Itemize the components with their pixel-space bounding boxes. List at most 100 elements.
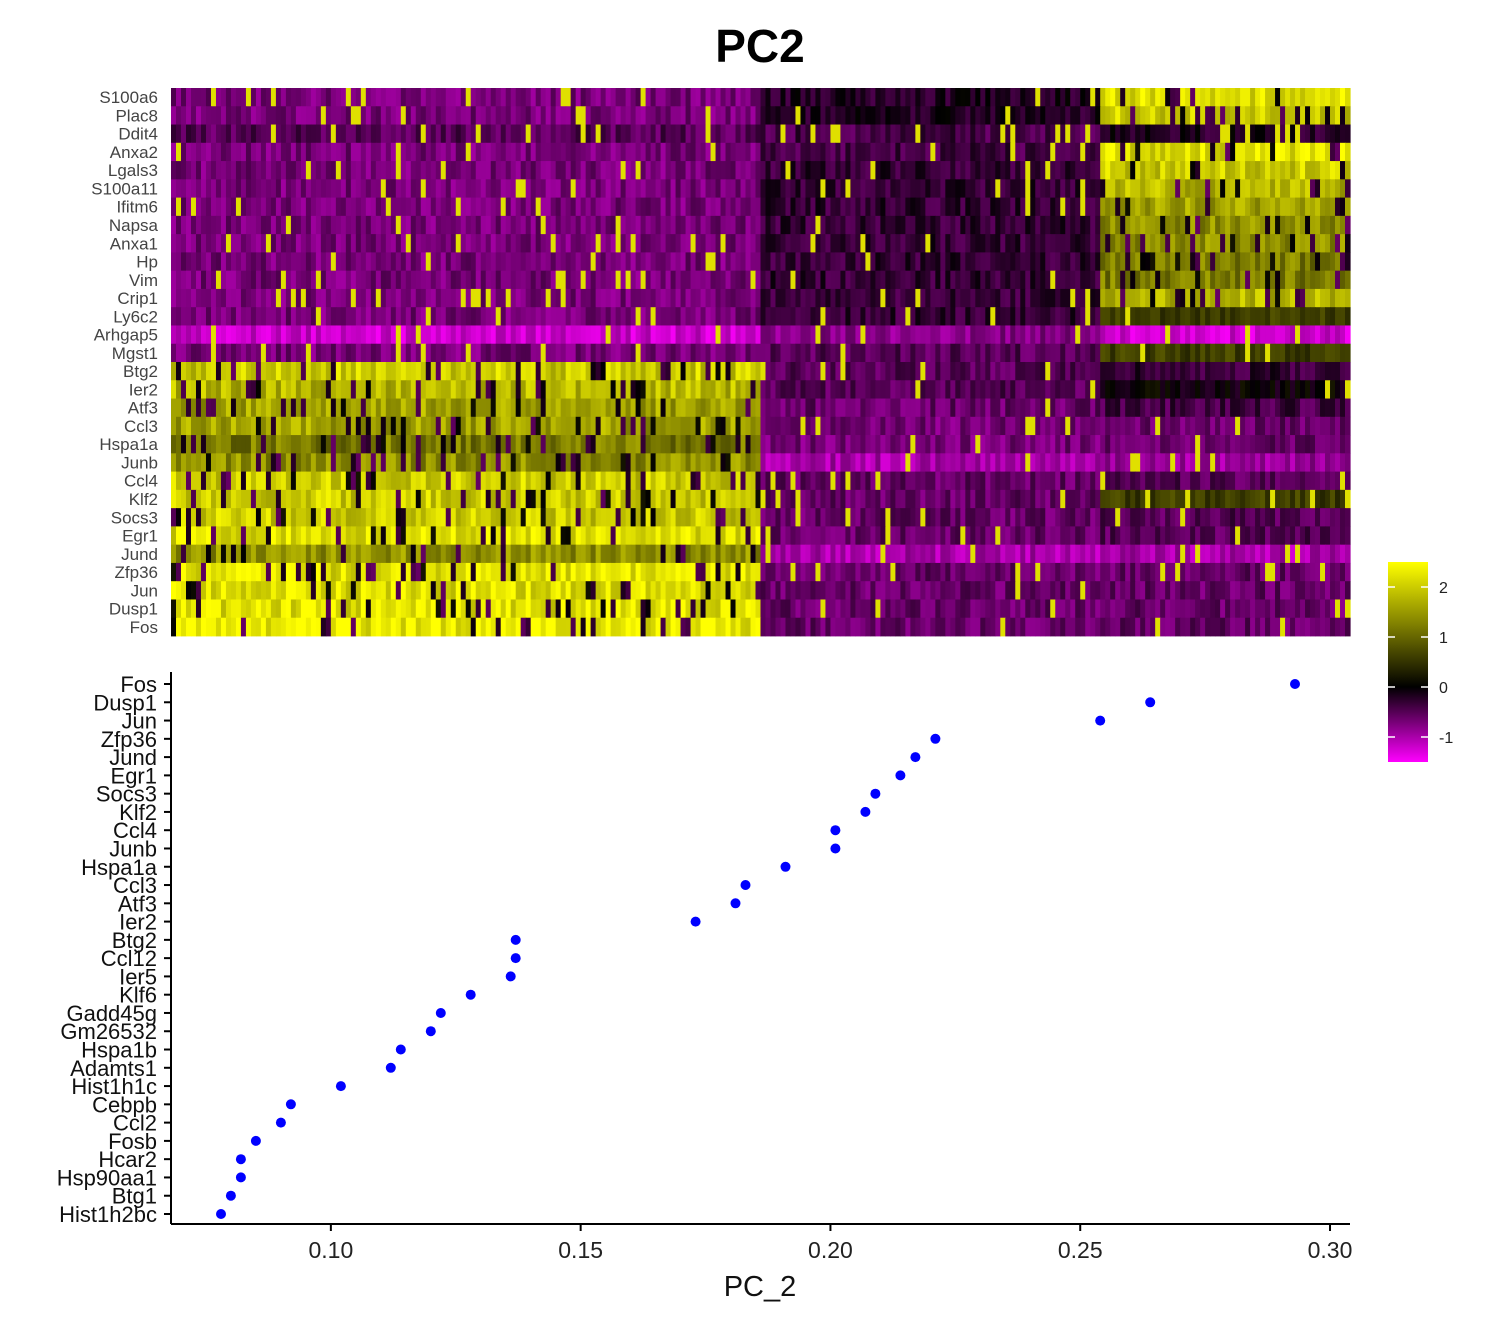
- heatmap-cell: [545, 307, 552, 326]
- heatmap-cell: [235, 380, 242, 399]
- heatmap-cell: [790, 142, 797, 162]
- heatmap-cell: [190, 398, 197, 418]
- heatmap-cell: [630, 307, 637, 326]
- heatmap-row-atf3: [171, 398, 1351, 418]
- heatmap-cell: [1085, 88, 1091, 107]
- heatmap-cell: [880, 215, 886, 235]
- heatmap-cell: [835, 197, 842, 217]
- heatmap-cell: [315, 380, 322, 399]
- heatmap-cell: [935, 179, 941, 198]
- heatmap-cell: [395, 197, 402, 217]
- heatmap-cell: [490, 179, 497, 198]
- heatmap-cell: [735, 380, 742, 399]
- heatmap-cell: [875, 453, 881, 472]
- heatmap-cell: [1125, 106, 1131, 125]
- heatmap-cell: [230, 270, 237, 290]
- heatmap-cell: [530, 270, 537, 290]
- heatmap-cell: [195, 288, 202, 308]
- heatmap-cell: [695, 252, 702, 272]
- heatmap-cell: [425, 288, 432, 308]
- heatmap-cell: [950, 288, 956, 308]
- heatmap-cell: [520, 142, 527, 162]
- heatmap-cell: [495, 416, 502, 436]
- heatmap-cell: [220, 179, 227, 198]
- heatmap-cell: [1250, 234, 1256, 253]
- heatmap-cell: [860, 161, 867, 180]
- heatmap-cell: [850, 124, 857, 144]
- heatmap-cell: [225, 179, 232, 198]
- heatmap-cell: [260, 234, 267, 253]
- heatmap-cell: [680, 179, 687, 198]
- heatmap-cell: [1320, 106, 1326, 125]
- heatmap-cell: [695, 234, 702, 253]
- heatmap-cell: [825, 307, 832, 326]
- heatmap-cell: [335, 197, 342, 217]
- heatmap-cell: [820, 307, 827, 326]
- heatmap-cell: [1070, 197, 1076, 217]
- heatmap-cell: [1085, 325, 1091, 345]
- heatmap-cell: [955, 288, 961, 308]
- heatmap-cell: [195, 179, 202, 198]
- heatmap-cell: [900, 325, 906, 345]
- heatmap-cell: [1335, 453, 1341, 472]
- heatmap-cell: [325, 362, 332, 381]
- heatmap-cell: [325, 270, 332, 290]
- heatmap-cell: [460, 179, 467, 198]
- heatmap-cell: [815, 252, 822, 272]
- heatmap-cell: [1145, 252, 1151, 272]
- heatmap-cell: [605, 142, 612, 162]
- heatmap-cell: [205, 179, 212, 198]
- heatmap-cell: [575, 398, 582, 418]
- heatmap-cell: [1230, 416, 1236, 436]
- heatmap-cell: [410, 325, 417, 345]
- heatmap-cell: [960, 197, 966, 217]
- heatmap-cell: [1260, 398, 1266, 418]
- heatmap-cell: [405, 142, 412, 162]
- heatmap-cell: [365, 234, 372, 253]
- heatmap-cell: [930, 106, 936, 125]
- heatmap-cell: [805, 142, 812, 162]
- heatmap-cell: [570, 435, 577, 454]
- heatmap-cell: [425, 416, 432, 436]
- heatmap-cell: [1075, 161, 1081, 180]
- heatmap-cell: [440, 362, 447, 381]
- heatmap-cell: [1015, 161, 1021, 180]
- heatmap-cell: [1165, 161, 1171, 180]
- heatmap-cell: [445, 215, 452, 235]
- heatmap-cell: [520, 234, 527, 253]
- heatmap-cell: [885, 161, 891, 180]
- heatmap-cell: [1165, 416, 1171, 436]
- heatmap-cell: [1025, 142, 1031, 162]
- heatmap-cell: [180, 179, 187, 198]
- heatmap-cell: [905, 106, 911, 125]
- heatmap-cell: [875, 215, 881, 235]
- heatmap-cell: [660, 252, 667, 272]
- heatmap-cell: [440, 252, 447, 272]
- heatmap-cell: [215, 124, 222, 144]
- heatmap-cell: [176, 124, 182, 144]
- heatmap-cell: [330, 142, 337, 162]
- heatmap-cell: [1055, 161, 1061, 180]
- heatmap-cell: [585, 270, 592, 290]
- heatmap-cell: [370, 234, 377, 253]
- heatmap-cell: [310, 307, 317, 326]
- heatmap-cell: [1290, 179, 1296, 198]
- heatmap-cell: [1005, 234, 1011, 253]
- heatmap-cell: [680, 380, 687, 399]
- heatmap-cell: [615, 380, 622, 399]
- heatmap-cell: [600, 142, 607, 162]
- heatmap-cell: [195, 307, 202, 326]
- heatmap-cell: [350, 288, 357, 308]
- heatmap-cell: [450, 197, 457, 217]
- heatmap-cell: [505, 416, 512, 436]
- heatmap-cell: [1300, 307, 1306, 326]
- heatmap-cell: [1255, 106, 1261, 125]
- heatmap-cell: [415, 435, 422, 454]
- heatmap-cell: [685, 325, 692, 345]
- heatmap-cell: [590, 88, 597, 107]
- heatmap-cell: [1080, 380, 1086, 399]
- heatmap-cell: [1290, 124, 1296, 144]
- heatmap-cell: [615, 179, 622, 198]
- heatmap-cell: [825, 343, 832, 363]
- heatmap-cell: [980, 88, 986, 107]
